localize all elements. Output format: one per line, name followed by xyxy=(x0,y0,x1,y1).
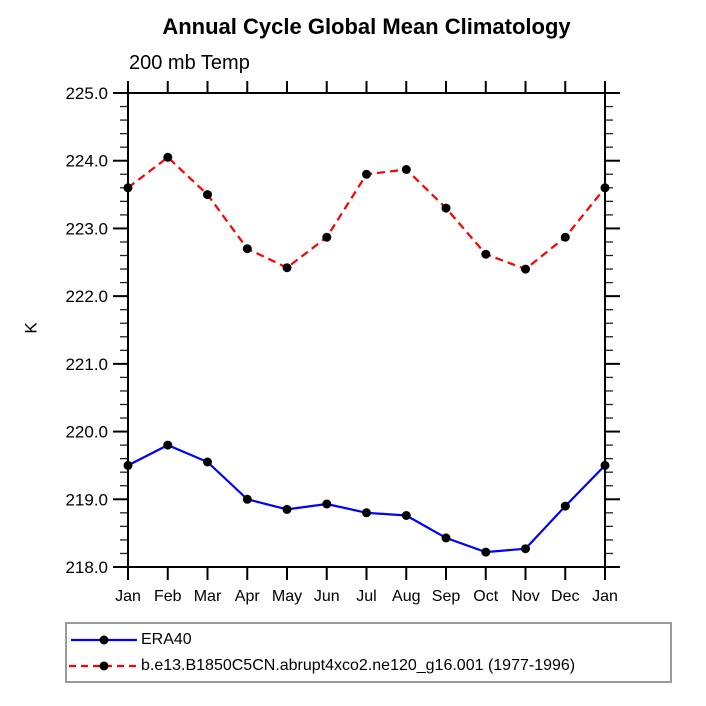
model-line-sample xyxy=(69,661,137,670)
x-tick-label: May xyxy=(272,588,302,605)
y-tick-label: 219.0 xyxy=(65,490,108,509)
x-tick-label: Jan xyxy=(592,588,618,605)
y-tick-label: 225.0 xyxy=(65,84,108,103)
series-line-0 xyxy=(127,443,606,554)
x-tick-label: Apr xyxy=(235,588,261,605)
data-point-marker xyxy=(600,460,610,470)
x-tick-label: Feb xyxy=(154,588,182,605)
data-point-marker xyxy=(322,499,332,509)
x-tick-label: Oct xyxy=(473,588,498,605)
data-point-marker xyxy=(521,264,530,274)
data-point-marker xyxy=(441,203,451,213)
data-point-marker xyxy=(401,511,411,520)
x-tick-label: Aug xyxy=(392,588,420,605)
legend: ERA40 b.e13.B1850C5CN.abrupt4xco2.ne120_… xyxy=(65,622,672,683)
y-tick-label: 220.0 xyxy=(65,423,108,442)
data-point-marker xyxy=(123,183,133,193)
data-point-marker xyxy=(242,494,252,504)
x-tick-label: Jul xyxy=(356,588,376,605)
legend-label-era40: ERA40 xyxy=(141,630,192,648)
plot-canvas: 225.0 224.0 223.0 222.0 221.0 220.0 219.0 218.0… xyxy=(65,81,620,605)
y-tick-label: 218.0 xyxy=(65,558,108,577)
chart-subtitle: 200 mb Temp xyxy=(129,52,250,74)
data-point-marker xyxy=(163,152,173,162)
data-point-marker xyxy=(362,169,371,179)
x-tick-label: Nov xyxy=(511,588,539,605)
x-tick-label: Jan xyxy=(115,588,141,605)
x-tick-label: Sep xyxy=(432,588,461,605)
data-point-marker xyxy=(282,263,292,273)
data-point-marker xyxy=(163,440,173,450)
axes-box xyxy=(127,92,606,568)
data-point-marker xyxy=(481,249,491,259)
data-point-marker xyxy=(481,547,491,557)
data-point-marker xyxy=(123,460,133,470)
data-point-marker xyxy=(521,544,530,554)
x-tick-label: Jun xyxy=(314,588,340,605)
y-tick-label: 224.0 xyxy=(65,152,108,171)
chart-title: Annual Cycle Global Mean Climatology xyxy=(162,14,571,39)
data-point-marker xyxy=(362,508,371,518)
era40-sample-marker-icon xyxy=(99,635,109,644)
data-point-marker xyxy=(600,183,610,193)
legend-label-model: b.e13.B1850C5CN.abrupt4xco2.ne120_g16.00… xyxy=(141,656,576,674)
data-point-marker xyxy=(560,501,570,511)
y-tick-label: 223.0 xyxy=(65,219,108,238)
x-tick-label: Dec xyxy=(551,588,579,605)
data-point-marker xyxy=(242,244,252,254)
data-point-marker xyxy=(322,232,332,242)
era40-line-sample xyxy=(71,635,137,644)
data-point-marker xyxy=(441,533,451,543)
legend-item-era40: ERA40 xyxy=(69,627,670,653)
data-point-marker xyxy=(282,504,292,514)
y-tick-label: 222.0 xyxy=(65,287,108,306)
data-point-marker xyxy=(401,165,411,174)
y-tick-label: 221.0 xyxy=(65,355,108,374)
legend-item-model: b.e13.B1850C5CN.abrupt4xco2.ne120_g16.00… xyxy=(69,653,670,679)
data-point-marker xyxy=(203,457,212,467)
data-point-marker xyxy=(203,190,212,200)
model-sample-marker-icon xyxy=(99,661,109,670)
x-tick-label: Mar xyxy=(194,588,222,605)
data-point-marker xyxy=(560,232,570,242)
